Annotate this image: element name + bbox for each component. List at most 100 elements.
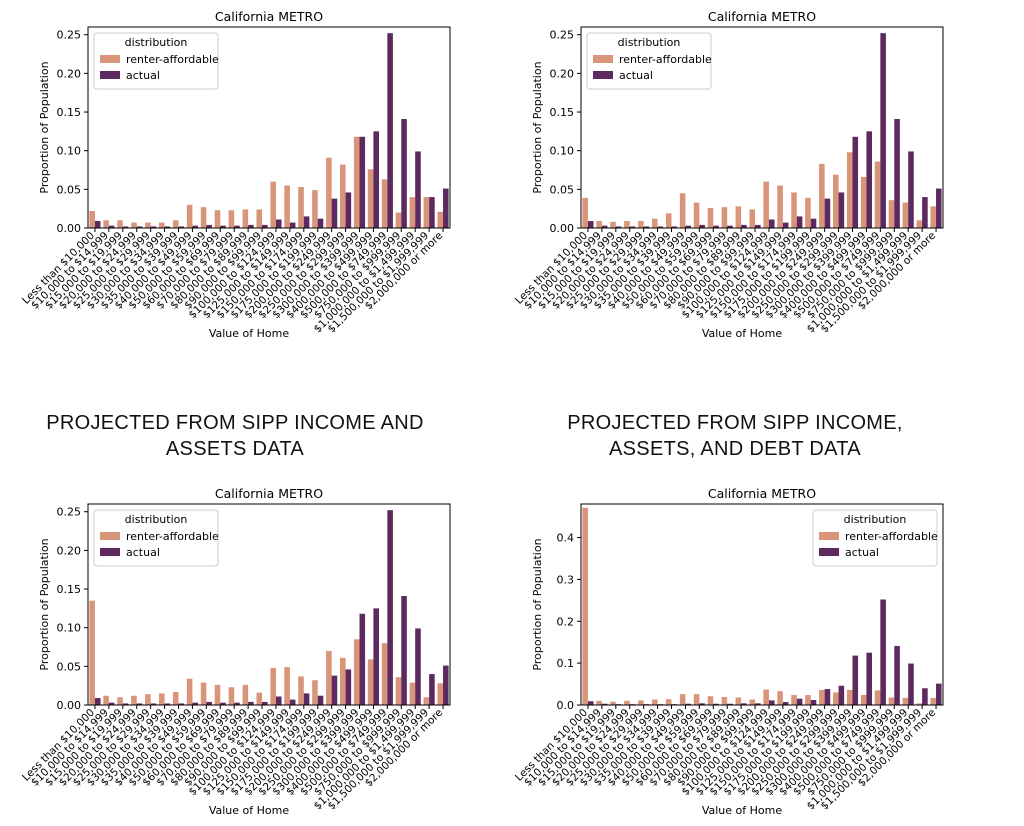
y-tick-label: 0.25 [57, 29, 82, 42]
bar-renter-affordable [381, 179, 388, 228]
y-tick-label: 0.4 [557, 532, 575, 545]
bar-renter-affordable [89, 210, 95, 228]
bar-actual [880, 33, 886, 229]
bar-renter-affordable [652, 218, 658, 228]
bar-renter-affordable [340, 657, 346, 705]
bar-actual [345, 669, 352, 705]
bar-actual [108, 702, 115, 705]
bar-renter-affordable [284, 185, 290, 228]
bar-renter-affordable [298, 187, 304, 228]
bar-renter-affordable [860, 176, 867, 228]
bar-renter-affordable [888, 200, 895, 228]
section-heading-income-assets: PROJECTED FROM SIPP INCOME AND ASSETS DA… [46, 412, 424, 460]
y-tick-label: 0.3 [557, 573, 575, 586]
bar-actual [838, 685, 845, 705]
bar-renter-affordable [819, 689, 825, 705]
bar-actual [220, 702, 226, 705]
plot-frame [87, 26, 451, 229]
y-axis-label: Proportion of Population [38, 61, 51, 193]
bar-renter-affordable [103, 220, 109, 228]
bar-actual [136, 703, 143, 705]
bar-actual [373, 131, 379, 228]
bar-renter-affordable [721, 697, 728, 705]
bar-renter-affordable [367, 659, 374, 705]
bar-actual [345, 192, 352, 228]
bar-renter-affordable [610, 221, 616, 228]
bar-renter-affordable [270, 667, 276, 705]
bar-actual [220, 225, 226, 228]
bar-renter-affordable [186, 678, 193, 705]
bar-renter-affordable [735, 697, 742, 705]
bar-actual [922, 197, 928, 228]
bar-renter-affordable [423, 697, 430, 705]
bar-actual [303, 216, 310, 228]
bar-renter-affordable [846, 689, 853, 705]
bar-renter-affordable [791, 192, 797, 228]
bar-actual [373, 608, 379, 705]
bar-actual [122, 226, 129, 228]
bar-actual [685, 703, 691, 705]
bar-actual [615, 226, 622, 228]
bar-renter-affordable [610, 701, 616, 705]
bar-actual [94, 221, 101, 228]
x-axis-label: Value of Home [209, 327, 290, 340]
bar-renter-affordable [409, 197, 416, 228]
legend-label: actual [126, 546, 160, 559]
y-tick-label: 0.10 [57, 145, 82, 158]
bar-actual [150, 703, 157, 705]
bar-actual [782, 222, 789, 228]
bar-renter-affordable [777, 691, 783, 705]
bar-actual [164, 226, 171, 228]
y-tick-label: 0.15 [57, 106, 82, 119]
bar-renter-affordable [423, 197, 430, 228]
bar-renter-affordable [131, 222, 137, 228]
bar-renter-affordable [437, 211, 444, 228]
bar-actual [587, 221, 594, 228]
bar-renter-affordable [312, 680, 318, 705]
bar-actual [206, 224, 212, 228]
bar-actual [443, 188, 449, 228]
bar-renter-affordable [582, 507, 588, 705]
bar-actual [122, 703, 129, 705]
bar-renter-affordable [131, 695, 137, 705]
bar-actual [727, 703, 733, 705]
bar-renter-affordable [916, 220, 923, 228]
bar-renter-affordable [298, 676, 304, 705]
bar-renter-affordable [437, 683, 444, 705]
bar-actual [387, 33, 393, 229]
bar-actual [234, 225, 240, 228]
bar-renter-affordable [353, 639, 360, 705]
bar-actual [699, 224, 705, 228]
bar-renter-affordable [791, 694, 797, 705]
bar-actual [713, 225, 719, 228]
bar-renter-affordable [833, 692, 839, 705]
bar-renter-affordable [89, 600, 95, 705]
bar-actual [936, 683, 942, 705]
bar-actual [922, 688, 928, 705]
bar-renter-affordable [214, 684, 221, 705]
bar-actual [331, 675, 338, 705]
bar-renter-affordable [117, 220, 123, 228]
bar-renter-affordable [172, 220, 179, 228]
bar-renter-affordable [214, 210, 221, 228]
bar-renter-affordable [805, 694, 811, 705]
bar-actual [796, 216, 803, 228]
bar-actual [136, 226, 143, 228]
bar-actual [894, 119, 900, 228]
bar-actual [699, 703, 705, 705]
bar-renter-affordable [874, 161, 881, 228]
bar-actual [262, 701, 268, 705]
x-axis-label: Value of Home [209, 804, 290, 817]
bar-renter-affordable [679, 694, 686, 705]
bar-renter-affordable [874, 690, 881, 705]
chart-title: California METRO [708, 486, 816, 501]
bar-renter-affordable [665, 699, 672, 705]
bar-renter-affordable [284, 667, 290, 705]
x-axis-label: Value of Home [702, 804, 783, 817]
bar-actual [755, 703, 761, 705]
bar-actual [741, 703, 747, 705]
bar-renter-affordable [888, 697, 895, 705]
bar-renter-affordable [749, 699, 756, 705]
bar-actual [685, 225, 691, 228]
